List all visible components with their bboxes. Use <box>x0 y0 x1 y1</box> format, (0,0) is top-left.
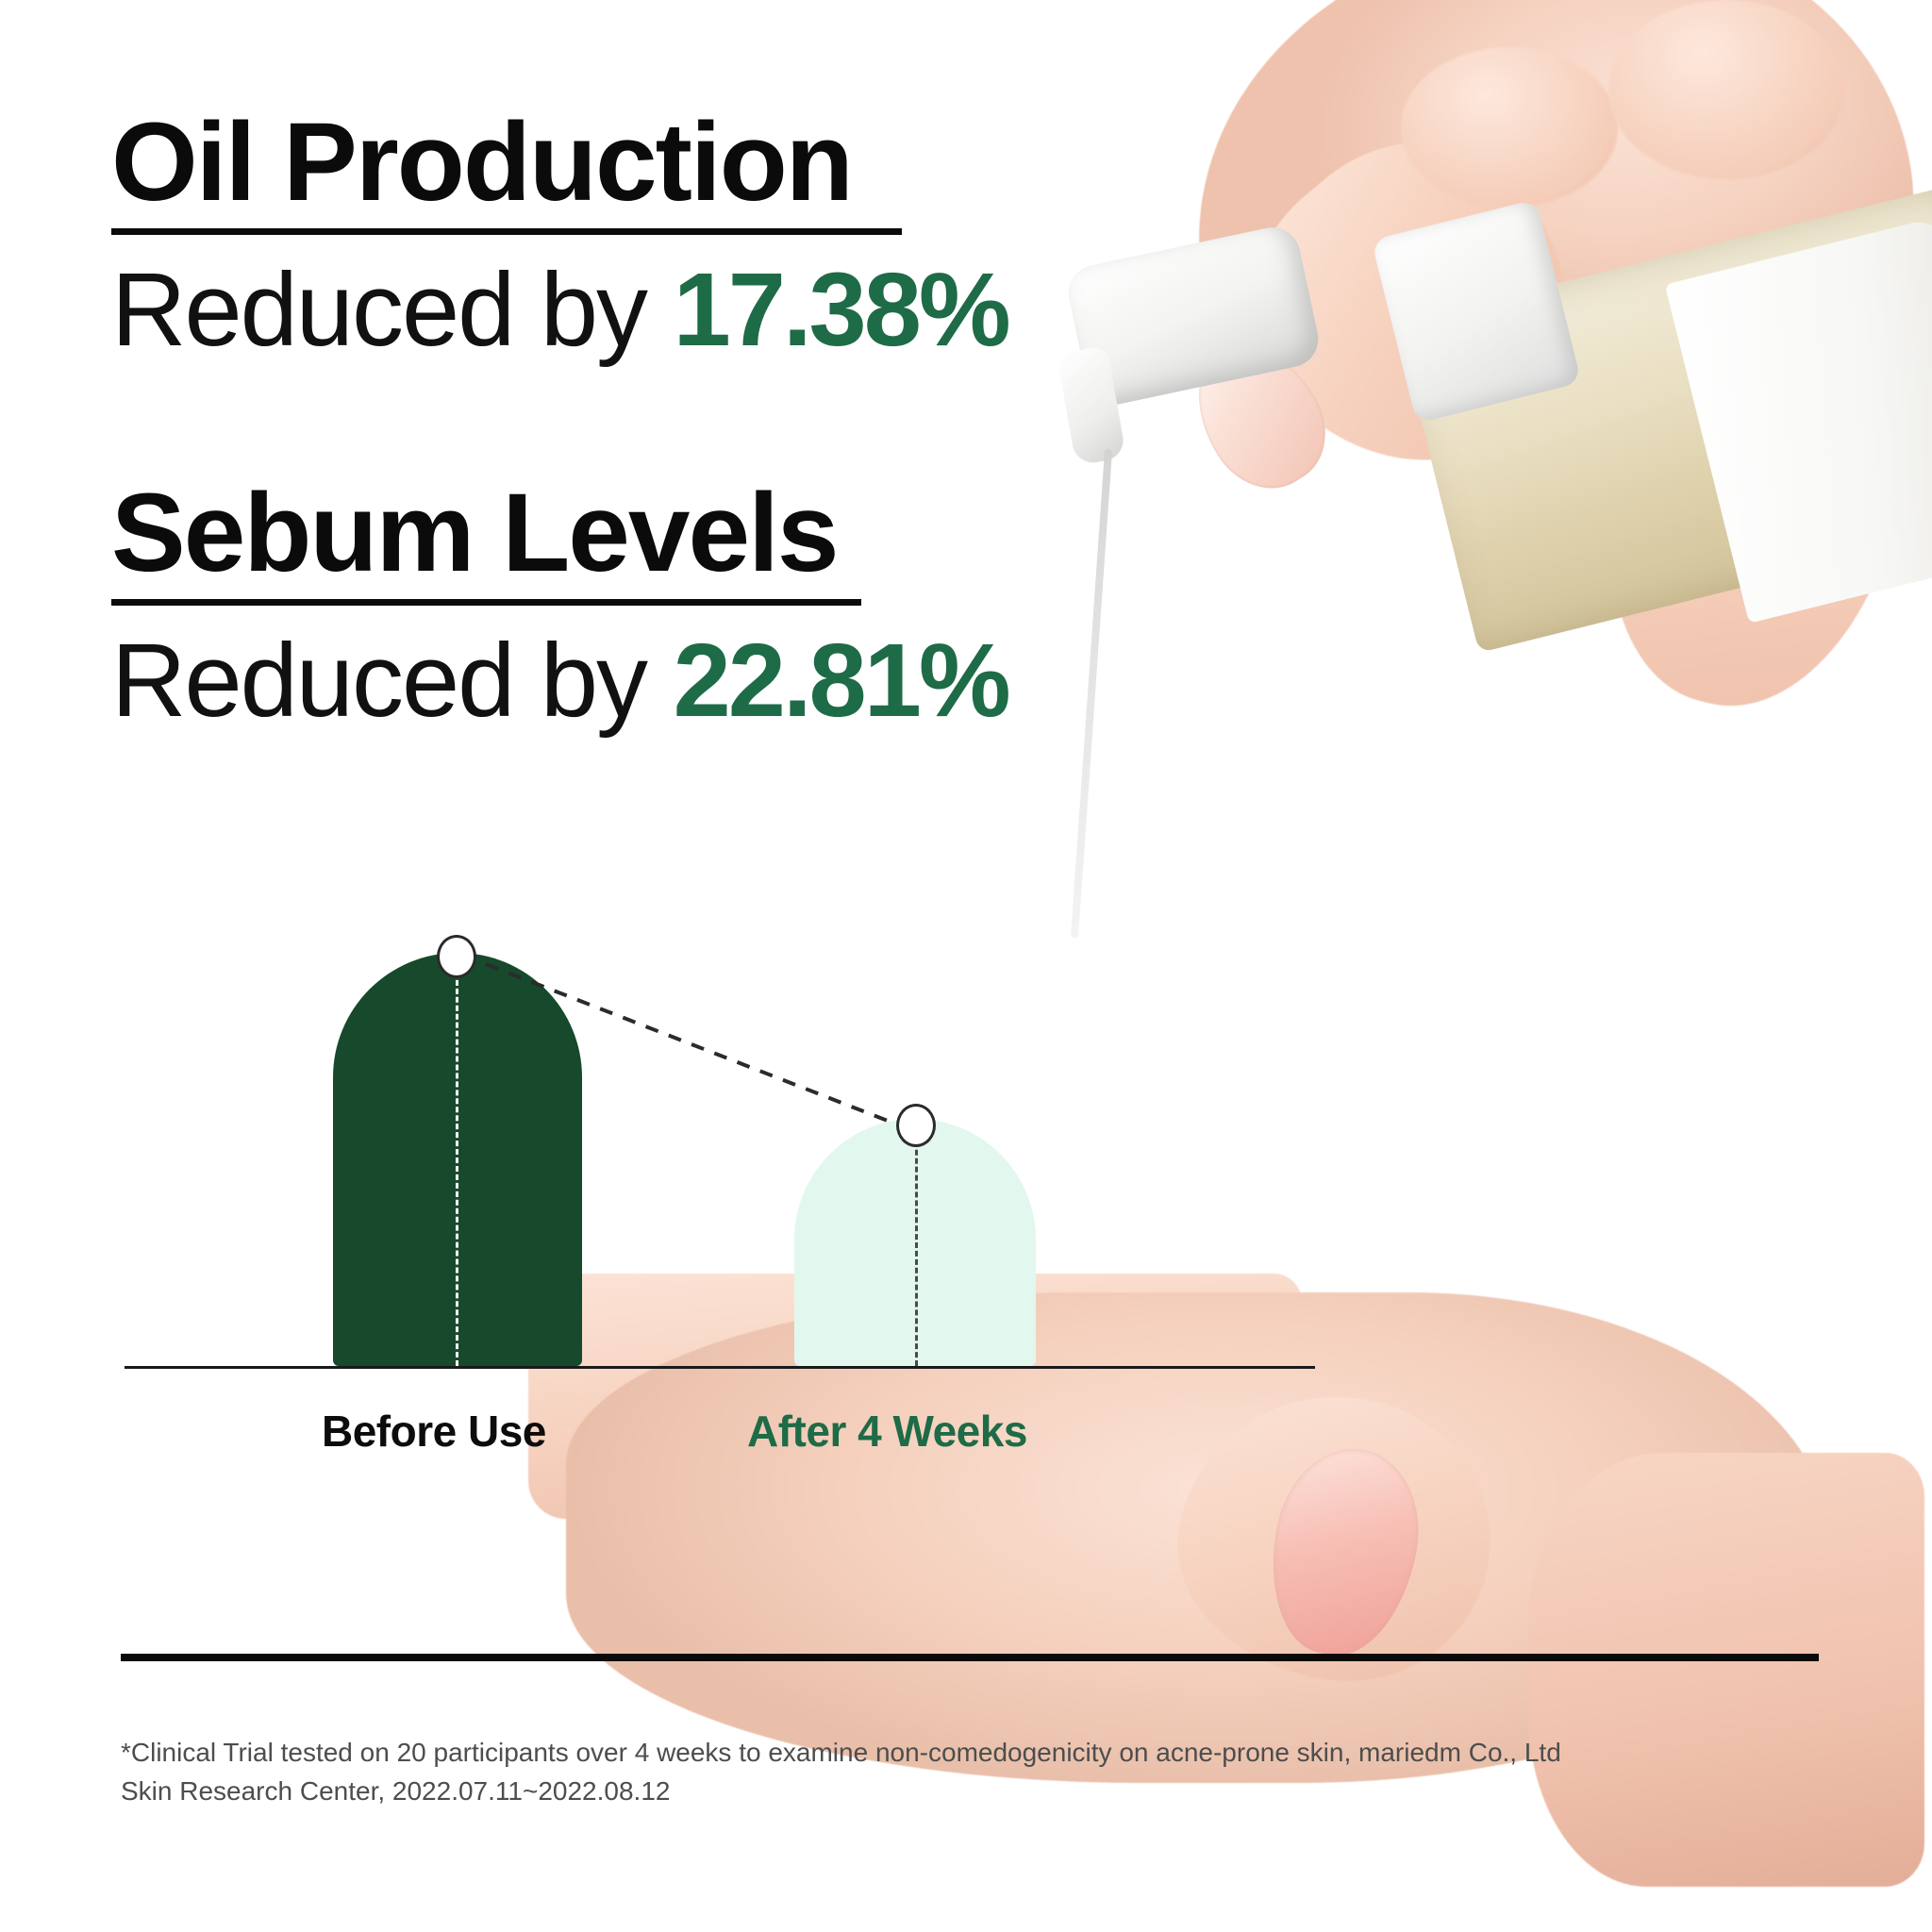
stat-block-sebum-levels: Sebum Levels Reduced by 22.81% <box>111 470 1224 736</box>
stat-block-oil-production: Oil Production Reduced by 17.38% <box>111 106 1224 365</box>
footer-divider <box>121 1654 1819 1661</box>
lower-thumb <box>1158 1374 1511 1702</box>
upper-knuckle-2 <box>1608 0 1844 179</box>
headline-block: Oil Production Reduced by 17.38% Sebum L… <box>111 106 1224 736</box>
bar-centerline-after <box>915 1124 918 1366</box>
pump-bottle-body <box>1396 176 1932 654</box>
sebum-levels-subline: Reduced by 22.81% <box>111 626 1224 736</box>
oil-production-subline: Reduced by 17.38% <box>111 256 1224 365</box>
pump-bottle-label <box>1664 216 1932 624</box>
upper-middle-nail <box>1698 371 1887 591</box>
footnote-block: *Clinical Trial tested on 20 participant… <box>121 1734 1743 1810</box>
lower-thumb-nail <box>1255 1436 1434 1668</box>
upper-index-finger <box>1195 87 1635 526</box>
axis-label-before-use: Before Use <box>322 1407 546 1456</box>
title-underline-oil <box>111 228 902 236</box>
bar-before-use <box>333 953 582 1366</box>
bar-after-4-weeks <box>794 1119 1036 1366</box>
oil-reduced-prefix: Reduced by <box>111 252 674 369</box>
sebum-reduced-prefix: Reduced by <box>111 623 674 740</box>
axis-label-after-4-weeks: After 4 Weeks <box>747 1407 1027 1456</box>
title-underline-sebum <box>111 599 861 607</box>
oil-reduction-percent: 17.38% <box>673 252 1011 369</box>
lower-wrist <box>1528 1453 1924 1887</box>
page-title-oil-production: Oil Production <box>111 100 854 225</box>
footnote-line-1: *Clinical Trial tested on 20 participant… <box>121 1738 1561 1767</box>
bar-centerline-before <box>456 955 458 1366</box>
lower-palm <box>566 1292 1830 1783</box>
peak-marker-after-4-weeks <box>896 1104 936 1147</box>
upper-palm <box>1169 0 1932 461</box>
upper-middle-finger <box>1567 301 1932 737</box>
sebum-reduction-percent: 22.81% <box>673 623 1011 740</box>
footnote-line-2: Skin Research Center, 2022.07.11~2022.08… <box>121 1775 671 1806</box>
page-title-sebum-levels: Sebum Levels <box>111 470 840 595</box>
pump-bottle-neck <box>1371 199 1582 424</box>
chart-baseline-axis <box>125 1366 1315 1369</box>
upper-knuckle-1 <box>1401 47 1618 208</box>
lower-fingers <box>528 1274 1302 1519</box>
peak-marker-before-use <box>437 935 476 978</box>
hand-icon-pressing-pump <box>1056 0 1932 939</box>
